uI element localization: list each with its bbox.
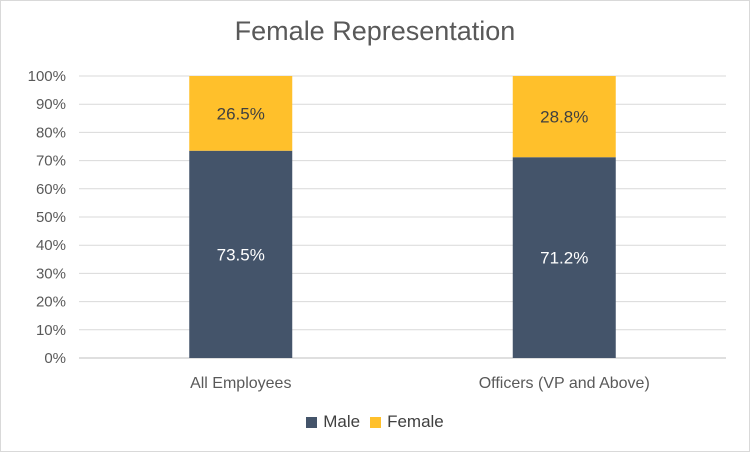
- data-label: 26.5%: [217, 104, 265, 123]
- chart-legend: Male Female: [0, 412, 750, 432]
- x-category-label: All Employees: [190, 375, 291, 392]
- legend-swatch-male: [306, 416, 318, 428]
- chart-title: Female Representation: [234, 16, 516, 46]
- y-tick-label: 20%: [36, 294, 66, 311]
- data-label: 28.8%: [540, 108, 588, 127]
- y-tick-label: 100%: [28, 68, 66, 85]
- y-tick-label: 0%: [44, 350, 66, 367]
- y-tick-label: 80%: [36, 124, 66, 141]
- legend-item-male: Male: [306, 412, 360, 432]
- data-label: 71.2%: [540, 249, 588, 268]
- x-category-label: Officers (VP and Above): [479, 375, 650, 392]
- legend-label-female: Female: [387, 412, 444, 431]
- y-tick-label: 50%: [36, 209, 66, 226]
- bar-male-1: [512, 157, 616, 358]
- legend-item-female: Female: [370, 412, 444, 432]
- bar-male-0: [189, 150, 293, 358]
- data-label: 73.5%: [217, 245, 265, 264]
- bar-female-1: [512, 76, 616, 158]
- bar-female-0: [189, 76, 293, 151]
- y-tick-label: 40%: [36, 237, 66, 254]
- y-tick-label: 70%: [36, 153, 66, 170]
- y-tick-label: 60%: [36, 181, 66, 198]
- legend-label-male: Male: [323, 412, 361, 431]
- y-tick-label: 10%: [36, 322, 66, 339]
- legend-swatch-female: [370, 416, 382, 428]
- y-tick-label: 90%: [36, 96, 66, 113]
- y-tick-label: 30%: [36, 265, 66, 282]
